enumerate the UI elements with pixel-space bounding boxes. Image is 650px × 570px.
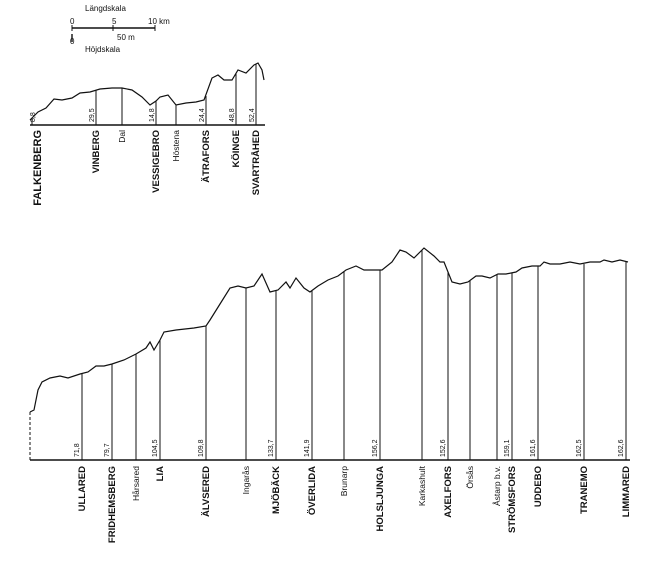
length-tick-10: 10 km (148, 17, 170, 26)
station-label: Åstarp b.v. (492, 466, 502, 506)
station-label: STRÖMSFORS (507, 466, 518, 533)
station-label: ÄTRAFORS (201, 130, 212, 183)
station-label: SVARTRÅHED (251, 130, 262, 195)
station-label: LIA (155, 466, 166, 481)
station-label: Brunarp (339, 466, 349, 497)
station-label: HOLSLJUNGA (375, 466, 386, 532)
station-label: KÖINGE (231, 130, 242, 167)
station-label: ÖVERLIDA (307, 466, 318, 515)
height-scale-title: Höjdskala (85, 45, 121, 54)
km-label: 133,7 (268, 439, 275, 457)
lower-elevation-line (29, 247, 629, 413)
km-label: 156,2 (372, 439, 379, 457)
station-label: MJÖBÄCK (271, 466, 282, 514)
station-label: Höstena (171, 130, 181, 162)
station-label: Ingarås (241, 466, 251, 494)
km-label: 52,4 (249, 108, 256, 122)
km-label: 24,4 (199, 108, 206, 122)
station-label: VESSIGEBRO (151, 130, 162, 193)
station-label: Örsås (465, 466, 475, 489)
station-label: VINBERG (91, 130, 102, 173)
station-label: LIMMARED (621, 466, 632, 517)
upper-elevation-line (29, 62, 265, 121)
upper-profile: FALKENBERG 8,8 VINBERG 29,5 Dal VESSIGEBRO 14,… (29, 62, 265, 206)
station-label: UDDEBO (533, 466, 544, 507)
station-label: Dal (117, 130, 127, 143)
length-tick-5: 5 (112, 17, 117, 26)
km-label: 162,5 (576, 439, 583, 457)
length-tick-0: 0 (70, 17, 75, 26)
station-label-falkenberg: FALKENBERG (32, 130, 44, 206)
station-label: Karkashult (417, 465, 427, 506)
lower-station-labels: ULLARED 71,8 FRIDHEMSBERG 79,7 Hårsared LIA 10… (74, 439, 632, 543)
scale-legend: Längdskala 0 5 10 km 0 50 m Höjdskala (70, 4, 170, 54)
km-label: 104,5 (152, 439, 159, 457)
km-label: 159,1 (504, 439, 511, 457)
station-label: AXELFORS (443, 466, 454, 518)
station-label: Hårsared (131, 466, 141, 501)
length-scale-title: Längdskala (85, 4, 126, 13)
km-label: 79,7 (104, 443, 111, 457)
station-label: FRIDHEMSBERG (107, 466, 118, 543)
station-label: ULLARED (77, 466, 88, 512)
height-tick-0: 0 (70, 37, 75, 46)
km-label: 141,9 (304, 439, 311, 457)
lower-profile: ULLARED 71,8 FRIDHEMSBERG 79,7 Hårsared LIA 10… (29, 247, 632, 543)
km-label: 109,8 (198, 439, 205, 457)
station-label: ÄLVSERED (201, 466, 212, 517)
km-label: 48,8 (229, 108, 236, 122)
km-label: 71,8 (74, 443, 81, 457)
upper-station-labels: FALKENBERG 8,8 VINBERG 29,5 Dal VESSIGEBRO 14,… (30, 108, 262, 206)
km-label: 29,5 (89, 108, 96, 122)
km-label: 161,6 (530, 439, 537, 457)
km-label: 152,6 (440, 439, 447, 457)
station-label: TRANEMO (579, 466, 590, 514)
km-label-falkenberg: 8,8 (30, 112, 37, 122)
km-label: 14,8 (149, 108, 156, 122)
km-label: 162,6 (618, 439, 625, 457)
height-tick-50: 50 m (117, 33, 135, 42)
